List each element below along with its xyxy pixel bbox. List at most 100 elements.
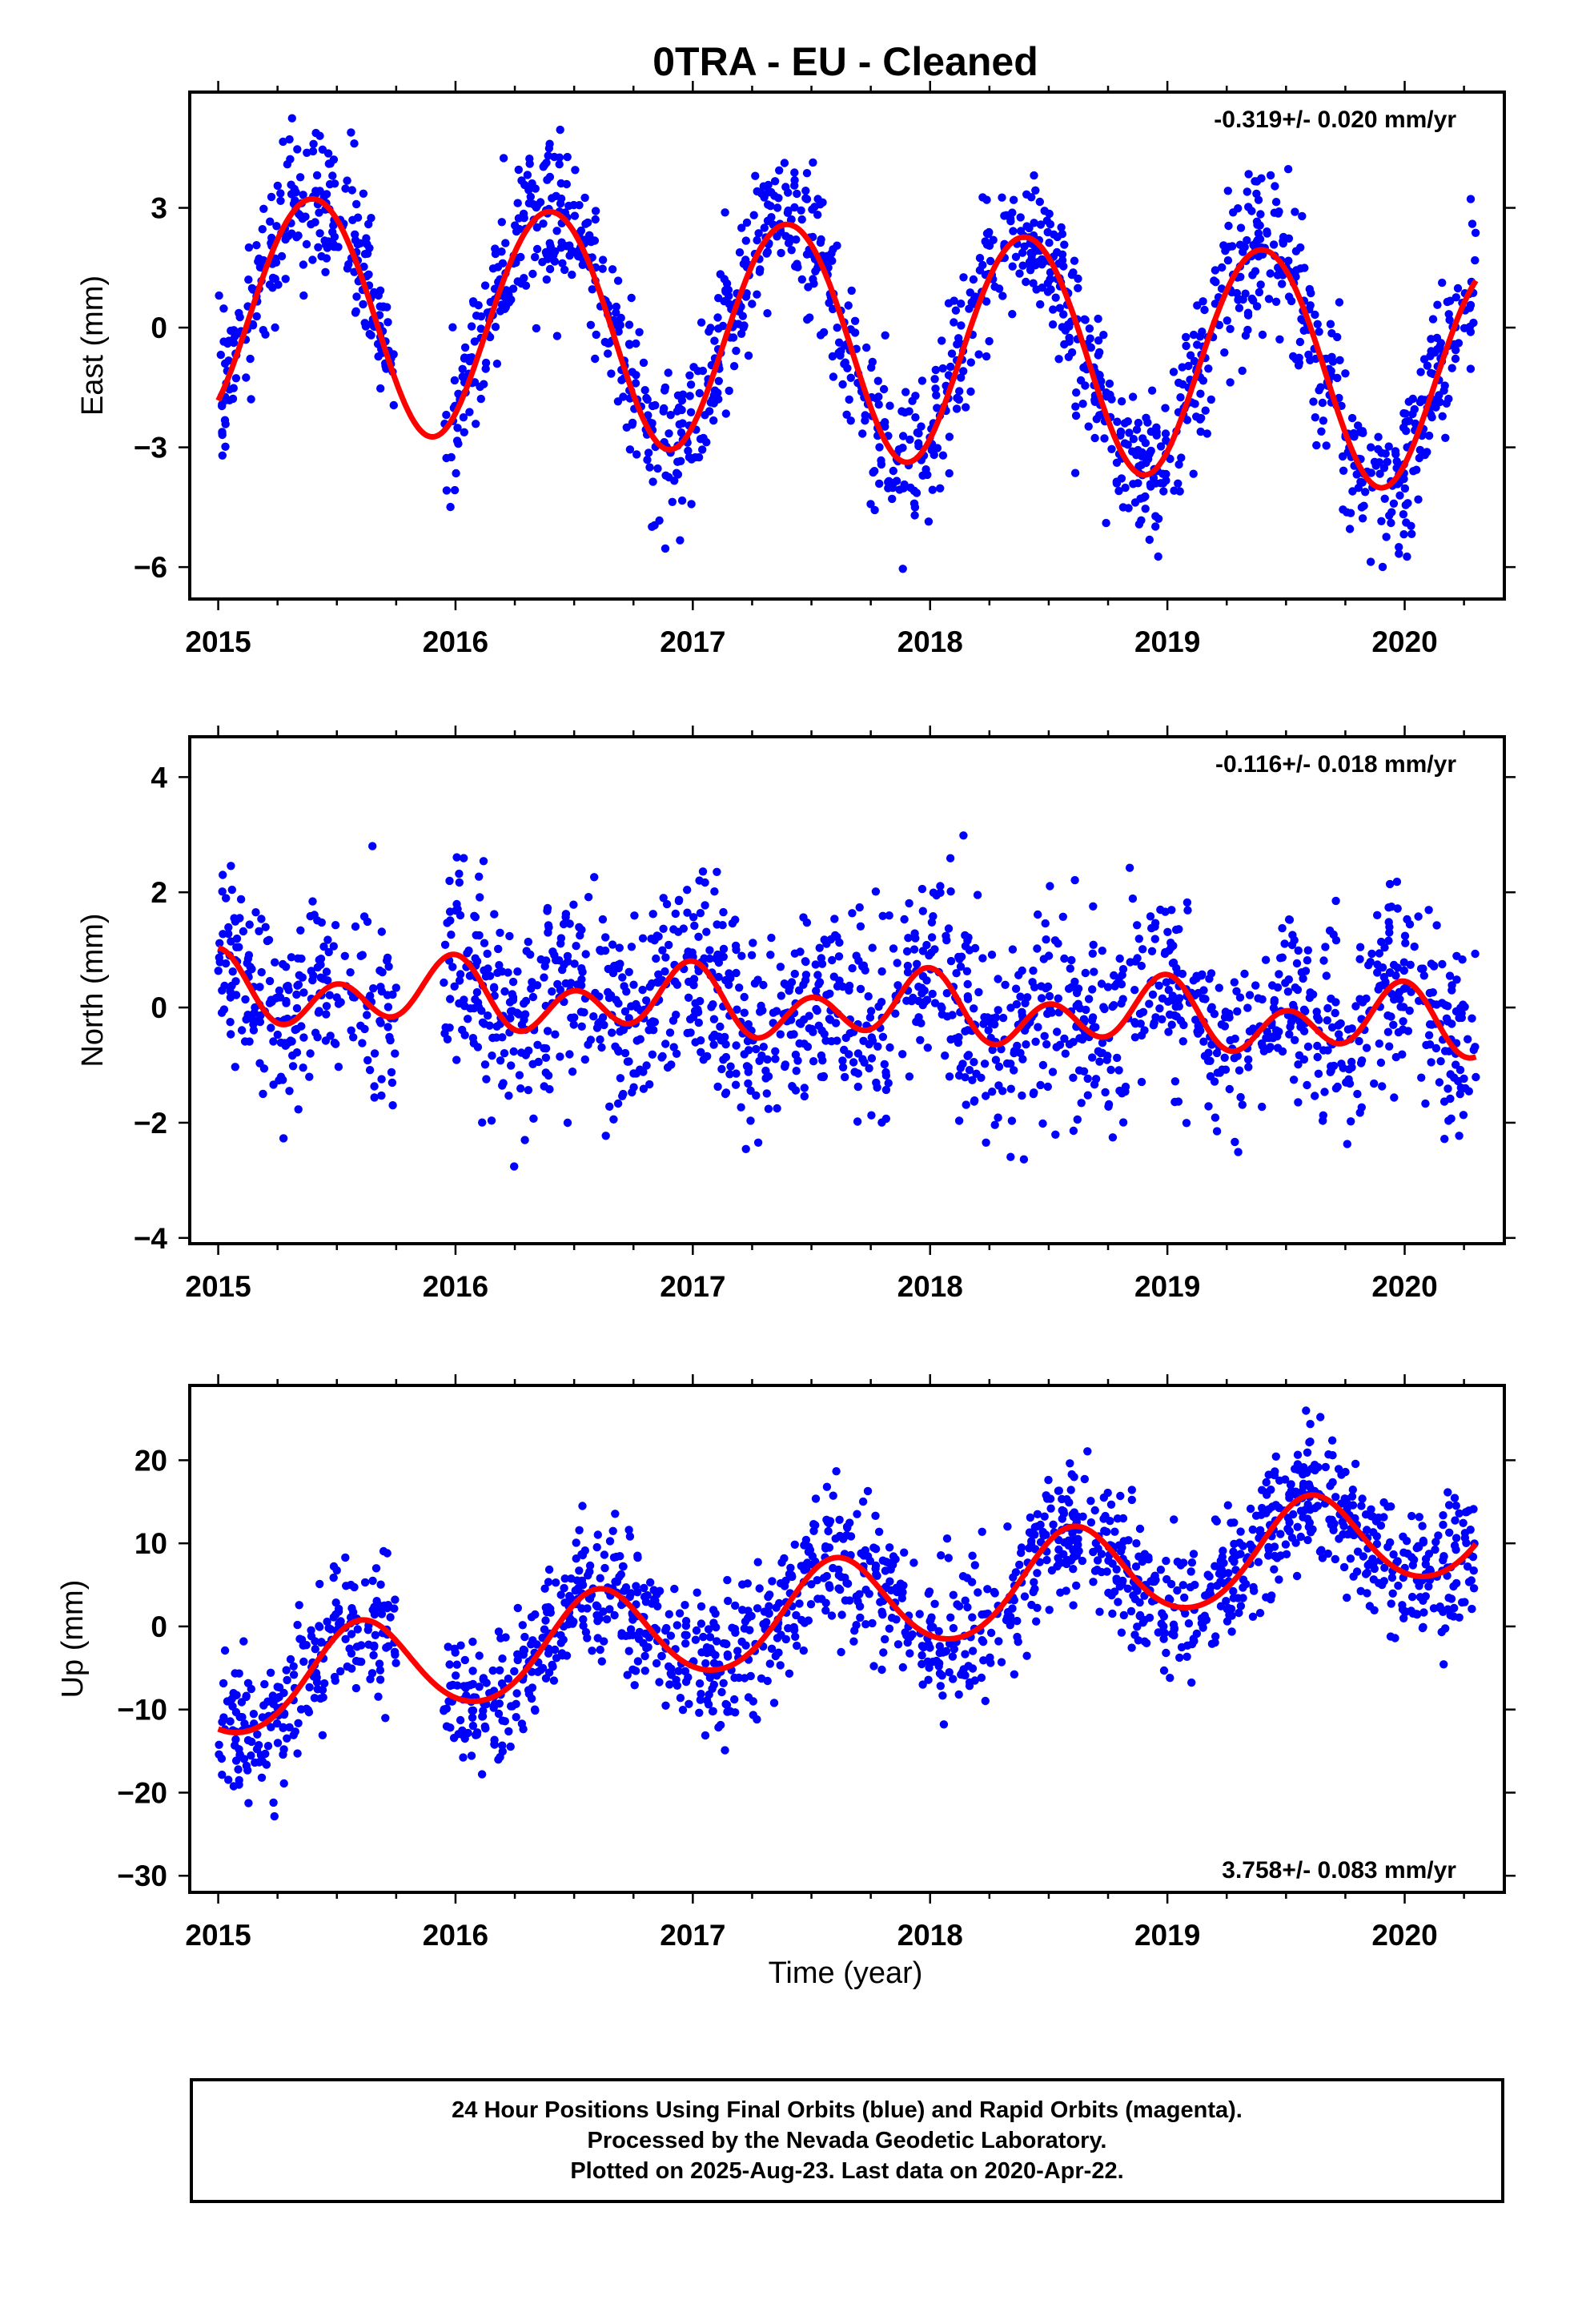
data-point — [440, 1029, 449, 1038]
data-point — [986, 1659, 995, 1667]
data-point — [1215, 320, 1224, 330]
data-point — [1273, 1043, 1283, 1052]
data-point — [572, 942, 580, 951]
data-point — [252, 1745, 262, 1754]
data-point — [809, 1520, 818, 1529]
data-point — [1271, 198, 1281, 207]
data-point — [1303, 1042, 1313, 1051]
data-point — [881, 1634, 889, 1644]
up-points — [215, 1406, 1479, 1821]
data-point — [683, 886, 692, 895]
data-point — [1236, 223, 1246, 232]
data-point — [1230, 978, 1239, 987]
data-point — [872, 1078, 881, 1088]
data-point — [889, 466, 898, 476]
data-point — [231, 1691, 240, 1700]
data-point — [1384, 918, 1393, 927]
data-point — [957, 300, 966, 308]
data-point — [224, 356, 233, 365]
data-point — [1391, 447, 1400, 456]
data-point — [593, 1617, 602, 1626]
data-point — [697, 318, 706, 327]
data-point — [676, 536, 685, 545]
data-point — [541, 1053, 551, 1063]
data-point — [964, 933, 973, 942]
data-point — [684, 1673, 693, 1682]
data-point — [532, 223, 541, 232]
data-point — [581, 950, 590, 959]
data-point — [746, 1116, 755, 1125]
data-point — [1407, 521, 1415, 530]
data-point — [645, 1080, 654, 1089]
data-point — [475, 1651, 484, 1660]
data-point — [545, 172, 555, 182]
data-point — [1296, 264, 1305, 273]
data-point — [518, 1621, 527, 1630]
data-point — [285, 1723, 294, 1732]
data-point — [240, 1719, 249, 1728]
data-point — [1389, 499, 1399, 508]
data-point — [1078, 1035, 1087, 1044]
data-point — [1008, 945, 1018, 954]
data-point — [1370, 457, 1379, 466]
data-point — [997, 1658, 1006, 1667]
data-point — [627, 1002, 636, 1011]
data-point — [632, 1036, 641, 1045]
data-point — [792, 1610, 801, 1620]
east-plot-frame — [188, 90, 1506, 601]
data-point — [1278, 279, 1287, 288]
data-point — [1042, 216, 1052, 225]
data-point — [780, 979, 789, 988]
data-point — [802, 250, 812, 259]
data-point — [998, 193, 1006, 202]
data-point — [574, 251, 583, 261]
data-point — [1351, 1459, 1360, 1469]
data-point — [217, 1754, 227, 1763]
data-point — [1136, 1019, 1145, 1028]
data-point — [289, 1671, 299, 1679]
data-point — [347, 186, 356, 195]
data-point — [1137, 1077, 1146, 1087]
data-point — [785, 987, 793, 995]
data-point — [1248, 1525, 1258, 1534]
data-point — [1351, 1002, 1360, 1011]
data-point — [648, 477, 657, 486]
data-point — [1415, 397, 1425, 407]
data-point — [370, 287, 379, 297]
data-point — [988, 1088, 997, 1096]
data-point — [468, 1721, 478, 1731]
data-point — [1455, 1613, 1464, 1622]
data-point — [708, 1684, 717, 1693]
data-point — [485, 332, 495, 342]
data-point — [468, 1713, 477, 1722]
data-point — [471, 995, 480, 1004]
data-point — [266, 1668, 275, 1677]
data-point — [946, 854, 955, 862]
data-point — [450, 1644, 459, 1653]
data-point — [1232, 987, 1241, 996]
data-point — [312, 1673, 321, 1682]
data-point — [1331, 998, 1340, 1007]
data-point — [755, 1056, 764, 1066]
data-point — [500, 1717, 509, 1726]
data-point — [985, 336, 994, 346]
data-point — [556, 125, 564, 135]
data-point — [496, 1666, 504, 1675]
data-point — [1167, 906, 1176, 915]
data-point — [781, 1060, 790, 1069]
data-point — [1138, 1618, 1147, 1627]
data-point — [570, 211, 580, 220]
data-point — [481, 364, 490, 373]
data-point — [370, 1049, 379, 1058]
data-point — [605, 1537, 615, 1546]
data-point — [1074, 1512, 1082, 1522]
data-point — [900, 1548, 909, 1557]
data-point — [1416, 964, 1426, 973]
data-point — [593, 1602, 602, 1611]
data-point — [1399, 1003, 1408, 1011]
data-point — [623, 1671, 632, 1679]
data-point — [1401, 939, 1410, 947]
data-point — [1468, 1604, 1476, 1614]
data-point — [832, 1467, 841, 1476]
data-point — [694, 967, 703, 976]
